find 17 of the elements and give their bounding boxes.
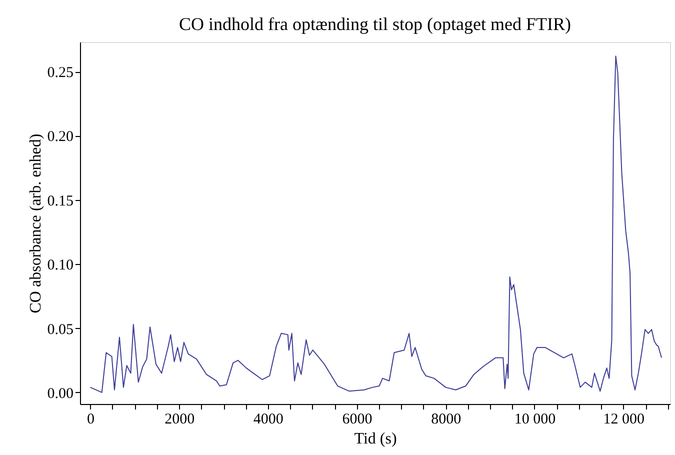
x-tick-label: 6000 xyxy=(342,412,372,428)
y-tick-label: 0.00 xyxy=(47,386,74,402)
x-tick-label: 12 000 xyxy=(603,412,644,428)
line-series xyxy=(90,56,662,393)
x-tick-label: 2000 xyxy=(164,412,195,428)
y-axis-title: CO absorbance (arb. enhed) xyxy=(27,134,44,314)
x-tick-label: 4000 xyxy=(253,412,284,428)
x-tick-label: 10 000 xyxy=(514,412,556,428)
x-tick-label: 0 xyxy=(86,412,94,428)
y-tick-label: 0.25 xyxy=(47,65,74,82)
y-tick-label: 0.10 xyxy=(47,258,74,274)
y-tick-label: 0.15 xyxy=(47,193,74,210)
y-tick-label: 0.20 xyxy=(47,129,74,146)
x-axis-title: Tid (s) xyxy=(354,430,397,448)
x-tick-label: 8000 xyxy=(431,412,462,428)
chart-title: CO indhold fra optænding til stop (optaget med FTIR) xyxy=(179,14,571,34)
y-tick-label: 0.05 xyxy=(47,322,74,338)
